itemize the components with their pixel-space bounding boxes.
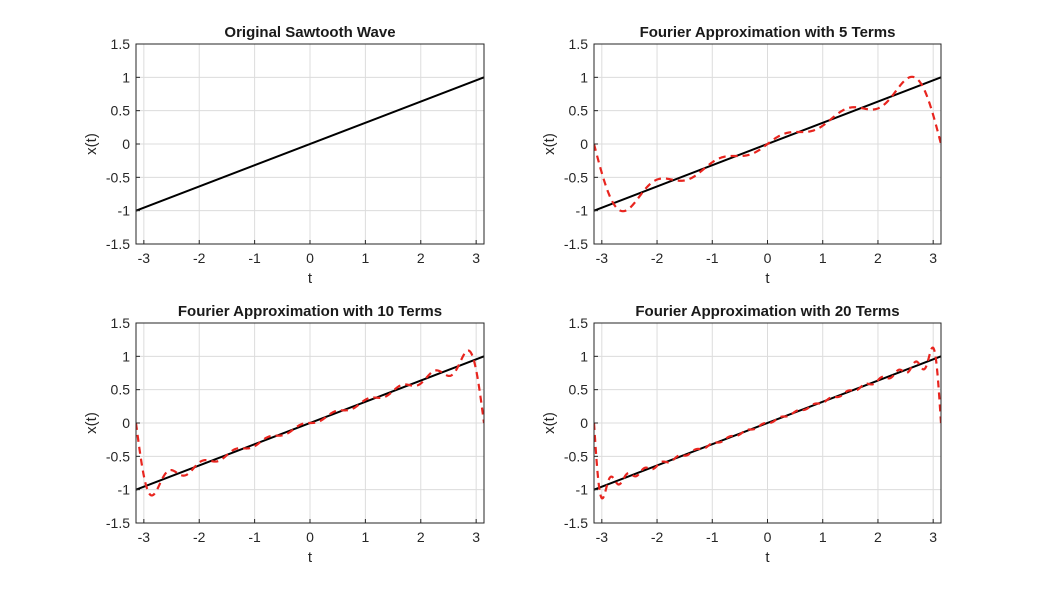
chart-title: Original Sawtooth Wave xyxy=(224,24,395,41)
y-tick-label: -1 xyxy=(576,203,589,219)
x-tick-label: -1 xyxy=(248,529,261,545)
y-tick-label: -1 xyxy=(576,482,589,498)
y-tick-label: -0.5 xyxy=(564,448,588,464)
x-tick-label: 3 xyxy=(929,529,937,545)
x-axis-label: t xyxy=(765,270,770,287)
x-tick-label: 2 xyxy=(417,529,425,545)
y-tick-label: 1.5 xyxy=(111,315,131,331)
x-tick-label: 2 xyxy=(874,250,882,266)
y-tick-label: 1 xyxy=(580,69,588,85)
series-fourier-approximation xyxy=(594,75,941,213)
x-tick-label: -3 xyxy=(138,529,151,545)
y-tick-label: 0.5 xyxy=(569,103,589,119)
x-tick-label: -2 xyxy=(651,529,664,545)
y-axis-label: x(t) xyxy=(83,412,100,434)
x-tick-label: 0 xyxy=(764,529,772,545)
series-group xyxy=(136,349,484,497)
y-axis-label: x(t) xyxy=(541,412,558,434)
chart-title: Fourier Approximation with 10 Terms xyxy=(178,303,442,320)
series-group xyxy=(136,76,484,212)
y-tick-label: -1.5 xyxy=(106,236,130,252)
y-tick-label: -0.5 xyxy=(106,169,130,185)
x-tick-label: -3 xyxy=(596,250,609,266)
x-tick-label: 3 xyxy=(472,250,480,266)
series-group xyxy=(594,346,941,500)
x-tick-label: 3 xyxy=(472,529,480,545)
x-tick-label: 1 xyxy=(361,529,369,545)
x-tick-label: -2 xyxy=(193,250,206,266)
x-tick-label: -3 xyxy=(138,250,151,266)
x-tick-label: 2 xyxy=(417,250,425,266)
y-tick-label: -1 xyxy=(118,482,131,498)
series-group xyxy=(594,75,941,213)
y-tick-label: 0.5 xyxy=(111,382,131,398)
y-tick-label: -1.5 xyxy=(106,515,130,531)
subplot-original-sawtooth: -3 -2 -1 0 1 2 3 1.5 1 0.5 0 -0.5 -1 -1.5 Original Saw… xyxy=(83,24,485,287)
y-tick-label: -0.5 xyxy=(564,169,588,185)
x-tick-label: -1 xyxy=(706,529,719,545)
y-tick-label: -1.5 xyxy=(564,236,588,252)
series-sawtooth xyxy=(594,355,941,491)
x-axis-label: t xyxy=(308,549,313,566)
x-tick-label: 0 xyxy=(764,250,772,266)
x-tick-label: -3 xyxy=(596,529,609,545)
subplot-fourier-20-terms: -3 -2 -1 0 1 2 3 1.5 1 0.5 0 -0.5 -1 -1.5 Fourier Appr… xyxy=(541,303,942,566)
subplot-fourier-10-terms: -3 -2 -1 0 1 2 3 1.5 1 0.5 0 -0.5 -1 -1.5 Fourier Appr… xyxy=(83,303,485,566)
y-tick-label: 1.5 xyxy=(569,315,589,331)
x-tick-label: -1 xyxy=(706,250,719,266)
x-axis-label: t xyxy=(765,549,770,566)
subplot-fourier-5-terms: -3 -2 -1 0 1 2 3 1.5 1 0.5 0 -0.5 -1 -1.5 Fourier Appr… xyxy=(541,24,942,287)
y-tick-label: 0 xyxy=(580,415,588,431)
y-axis-label: x(t) xyxy=(83,133,100,155)
x-tick-label: 1 xyxy=(819,250,827,266)
x-tick-label: -2 xyxy=(193,529,206,545)
y-axis-label: x(t) xyxy=(541,133,558,155)
y-tick-label: 1.5 xyxy=(569,36,589,52)
x-tick-label: 0 xyxy=(306,529,314,545)
y-tick-label: -1 xyxy=(118,203,131,219)
y-tick-label: 1.5 xyxy=(111,36,131,52)
x-tick-label: -2 xyxy=(651,250,664,266)
y-tick-label: 0.5 xyxy=(569,382,589,398)
y-tick-label: 1 xyxy=(122,69,130,85)
series-sawtooth xyxy=(136,76,484,212)
x-tick-label: 1 xyxy=(361,250,369,266)
x-tick-label: 1 xyxy=(819,529,827,545)
y-tick-label: 1 xyxy=(580,348,588,364)
series-fourier-approximation xyxy=(136,349,484,497)
x-tick-label: 3 xyxy=(929,250,937,266)
y-tick-label: -0.5 xyxy=(106,448,130,464)
y-tick-label: 0 xyxy=(122,136,130,152)
y-tick-label: -1.5 xyxy=(564,515,588,531)
chart-title: Fourier Approximation with 5 Terms xyxy=(640,24,896,41)
x-tick-label: -1 xyxy=(248,250,261,266)
x-axis-label: t xyxy=(308,270,313,287)
x-tick-label: 0 xyxy=(306,250,314,266)
y-tick-label: 0 xyxy=(122,415,130,431)
y-tick-label: 1 xyxy=(122,348,130,364)
y-tick-label: 0 xyxy=(580,136,588,152)
x-tick-label: 2 xyxy=(874,529,882,545)
chart-title: Fourier Approximation with 20 Terms xyxy=(635,303,899,320)
y-tick-label: 0.5 xyxy=(111,103,131,119)
